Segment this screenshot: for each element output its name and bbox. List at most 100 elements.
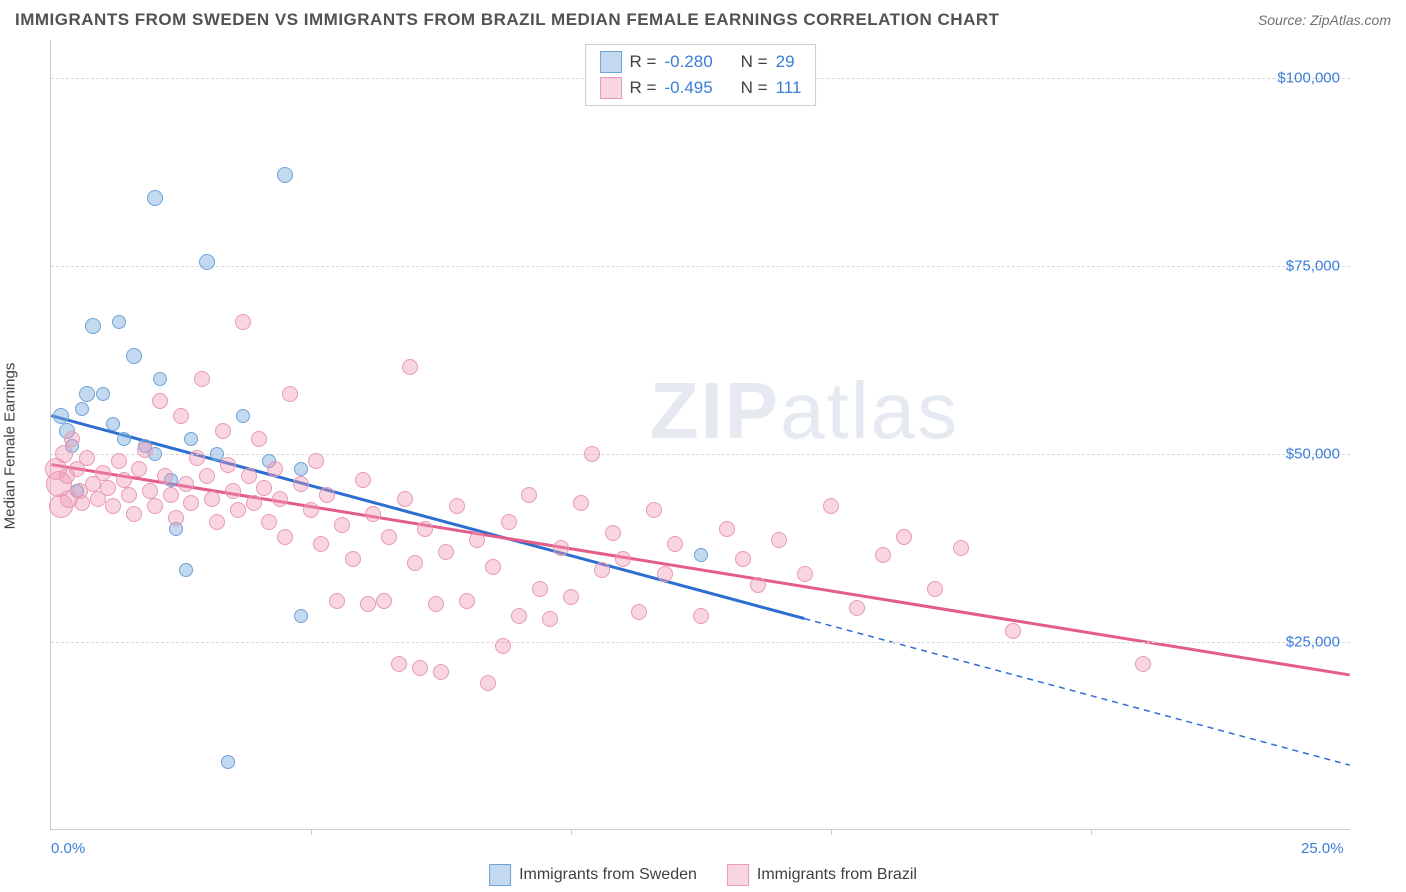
- legend-series-name: Immigrants from Brazil: [757, 866, 917, 884]
- r-label: R =: [630, 52, 657, 72]
- source-attribution: Source: ZipAtlas.com: [1258, 12, 1391, 28]
- scatter-point: [563, 589, 579, 605]
- scatter-point: [106, 417, 120, 431]
- x-minor-tick: [571, 829, 572, 835]
- scatter-point: [329, 593, 345, 609]
- scatter-point: [256, 480, 272, 496]
- scatter-point: [184, 432, 198, 446]
- correlation-legend: R = -0.280N = 29R = -0.495N = 111: [585, 44, 817, 106]
- trend-lines-svg: [51, 40, 1350, 829]
- scatter-point: [261, 514, 277, 530]
- scatter-point: [294, 609, 308, 623]
- scatter-point: [360, 596, 376, 612]
- scatter-point: [365, 506, 381, 522]
- x-tick-label: 25.0%: [1301, 840, 1344, 857]
- scatter-point: [209, 514, 225, 530]
- scatter-point: [251, 431, 267, 447]
- scatter-point: [105, 498, 121, 514]
- scatter-point: [875, 547, 891, 563]
- corr-legend-row: R = -0.495N = 111: [600, 75, 802, 101]
- scatter-point: [64, 431, 80, 447]
- scatter-point: [719, 521, 735, 537]
- scatter-point: [241, 468, 257, 484]
- scatter-point: [412, 660, 428, 676]
- scatter-point: [152, 393, 168, 409]
- gridline: [51, 266, 1350, 267]
- scatter-point: [126, 348, 142, 364]
- scatter-point: [376, 593, 392, 609]
- n-label: N =: [741, 52, 768, 72]
- scatter-point: [272, 491, 288, 507]
- scatter-point: [189, 450, 205, 466]
- scatter-point: [230, 502, 246, 518]
- scatter-point: [53, 408, 69, 424]
- scatter-point: [1135, 656, 1151, 672]
- scatter-point: [163, 487, 179, 503]
- scatter-point: [96, 387, 110, 401]
- scatter-point: [953, 540, 969, 556]
- scatter-point: [750, 577, 766, 593]
- legend-swatch: [727, 864, 749, 886]
- scatter-point: [294, 462, 308, 476]
- scatter-point: [116, 472, 132, 488]
- scatter-point: [220, 457, 236, 473]
- scatter-point: [74, 495, 90, 511]
- scatter-point: [215, 423, 231, 439]
- legend-item: Immigrants from Brazil: [727, 864, 917, 886]
- scatter-point: [459, 593, 475, 609]
- legend-swatch: [600, 51, 622, 73]
- scatter-point: [1005, 623, 1021, 639]
- scatter-point: [75, 402, 89, 416]
- r-label: R =: [630, 78, 657, 98]
- scatter-point: [495, 638, 511, 654]
- scatter-point: [153, 372, 167, 386]
- n-value: 29: [776, 52, 795, 72]
- scatter-point: [79, 450, 95, 466]
- scatter-point: [438, 544, 454, 560]
- scatter-point: [693, 608, 709, 624]
- scatter-point: [204, 491, 220, 507]
- scatter-point: [277, 529, 293, 545]
- scatter-point: [553, 540, 569, 556]
- scatter-point: [542, 611, 558, 627]
- scatter-point: [771, 532, 787, 548]
- scatter-point: [194, 371, 210, 387]
- scatter-point: [267, 461, 283, 477]
- scatter-point: [95, 465, 111, 481]
- scatter-point: [178, 476, 194, 492]
- scatter-point: [111, 453, 127, 469]
- scatter-point: [126, 506, 142, 522]
- scatter-point: [85, 318, 101, 334]
- scatter-point: [381, 529, 397, 545]
- scatter-point: [313, 536, 329, 552]
- scatter-point: [142, 483, 158, 499]
- y-tick-label: $75,000: [1286, 257, 1340, 274]
- scatter-point: [236, 409, 250, 423]
- scatter-point: [100, 480, 116, 496]
- scatter-point: [157, 468, 173, 484]
- scatter-point: [428, 596, 444, 612]
- scatter-point: [417, 521, 433, 537]
- scatter-point: [433, 664, 449, 680]
- scatter-point: [532, 581, 548, 597]
- scatter-point: [402, 359, 418, 375]
- n-value: 111: [776, 78, 802, 98]
- x-tick-label: 0.0%: [51, 840, 85, 857]
- scatter-point: [79, 386, 95, 402]
- gridline: [51, 454, 1350, 455]
- scatter-point: [131, 461, 147, 477]
- scatter-point: [823, 498, 839, 514]
- y-tick-label: $25,000: [1286, 633, 1340, 650]
- gridline: [51, 642, 1350, 643]
- scatter-point: [246, 495, 262, 511]
- scatter-point: [293, 476, 309, 492]
- scatter-point: [225, 483, 241, 499]
- scatter-point: [183, 495, 199, 511]
- scatter-point: [615, 551, 631, 567]
- scatter-point: [397, 491, 413, 507]
- chart-title: IMMIGRANTS FROM SWEDEN VS IMMIGRANTS FRO…: [15, 10, 1000, 30]
- scatter-point: [147, 190, 163, 206]
- scatter-point: [449, 498, 465, 514]
- scatter-point: [282, 386, 298, 402]
- scatter-point: [584, 446, 600, 462]
